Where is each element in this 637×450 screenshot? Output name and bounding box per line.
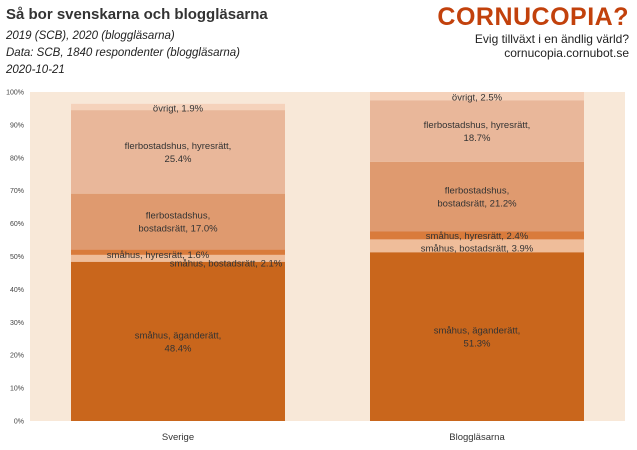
bar-segment-fl_bostad [71, 193, 285, 250]
data-label: 51.3% [464, 339, 491, 350]
subtitle-line-2: Data: SCB, 1840 respondenter (bloggläsar… [6, 47, 240, 59]
data-label: övrigt, 2.5% [452, 93, 503, 104]
y-tick-label: 100% [6, 90, 24, 97]
data-label: flerbostadshus, [146, 211, 210, 222]
bar-segment-sm_hyres [370, 231, 584, 240]
data-label: 18.7% [464, 133, 491, 144]
bar-segment-ovrigt [370, 92, 584, 101]
y-tick-label: 40% [10, 287, 24, 294]
x-category-label: Sverige [162, 432, 194, 443]
data-label: flerbostadshus, hyresrätt, [424, 120, 531, 131]
x-category-label: Bloggläsarna [449, 432, 505, 443]
data-label: småhus, äganderätt, [135, 330, 222, 341]
subtitle-line-1: 2019 (SCB), 2020 (bloggläsarna) [6, 30, 175, 42]
data-label: 48.4% [165, 343, 192, 354]
data-label: flerbostadshus, hyresrätt, [125, 141, 232, 152]
chart-title: Så bor svenskarna och bloggläsarna [6, 6, 268, 23]
data-label: småhus, hyresrätt, 1.6% [107, 250, 210, 261]
bar-segment-fl_hyres [71, 110, 285, 194]
y-tick-label: 50% [10, 254, 24, 261]
y-tick-label: 60% [10, 221, 24, 228]
bar-segment-sm_bostad [370, 239, 584, 253]
data-label: småhus, hyresrätt, 2.4% [426, 231, 529, 242]
subtitle-line-3: 2020-10-21 [6, 64, 65, 76]
y-tick-label: 0% [14, 419, 24, 426]
y-tick-label: 90% [10, 122, 24, 129]
y-tick-label: 80% [10, 155, 24, 162]
bar-segment-ovrigt [71, 103, 285, 111]
y-tick-label: 70% [10, 188, 24, 195]
bar-segment-agande [370, 252, 584, 421]
y-tick-label: 20% [10, 353, 24, 360]
data-label: småhus, äganderätt, [434, 326, 521, 337]
y-tick-label: 30% [10, 320, 24, 327]
bar-segment-fl_bostad [370, 161, 584, 232]
bar-segment-sm_hyres [71, 249, 285, 255]
data-label: flerbostadshus, [445, 186, 509, 197]
data-label: bostadsrätt, 17.0% [138, 224, 218, 235]
data-label: 25.4% [165, 154, 192, 165]
bar-segment-sm_bostad [71, 254, 285, 262]
brand-url: cornucopia.cornubot.se [504, 46, 629, 60]
brand-tagline: Evig tillväxt i en ändlig värld? [474, 32, 629, 46]
bar-segment-agande [71, 261, 285, 421]
y-tick-label: 10% [10, 386, 24, 393]
brand-block: CORNUCOPIA? Evig tillväxt i en ändlig vä… [437, 2, 629, 60]
data-label: bostadsrätt, 21.2% [437, 199, 517, 210]
data-label: småhus, bostadsrätt, 3.9% [421, 243, 534, 254]
brand-logo: CORNUCOPIA? [437, 3, 629, 31]
data-label: övrigt, 1.9% [153, 103, 204, 114]
data-label: småhus, bostadsrätt, 2.1% [170, 258, 283, 269]
bar-segment-fl_hyres [370, 100, 584, 162]
